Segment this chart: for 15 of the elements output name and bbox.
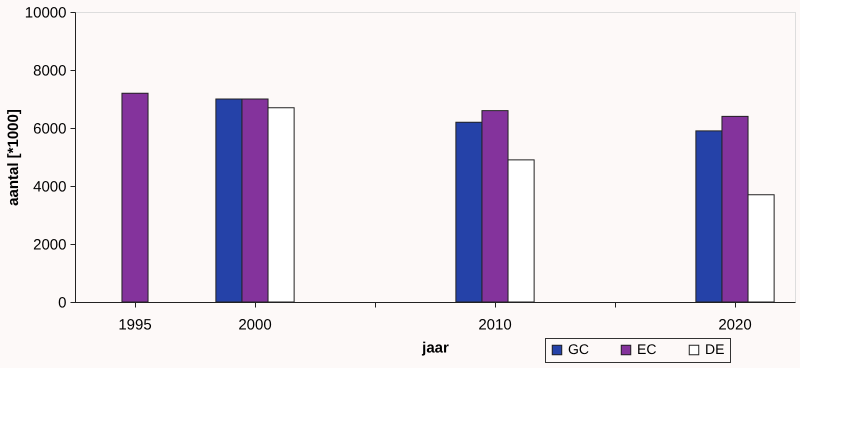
y-axis-title: aantal [*1000] xyxy=(4,109,22,206)
y-tick-label: 10000 xyxy=(24,4,66,22)
legend-label: EC xyxy=(637,341,656,357)
x-tick-label: 1995 xyxy=(118,316,152,334)
y-tick-label: 2000 xyxy=(33,236,66,254)
y-tick-label: 0 xyxy=(58,294,66,312)
x-tick-label: 2020 xyxy=(718,316,752,334)
x-tick-label: 2010 xyxy=(478,316,512,334)
legend-label: GC xyxy=(568,341,589,357)
x-axis-title: jaar xyxy=(421,340,449,356)
y-tick-label: 8000 xyxy=(33,62,66,80)
y-tick-label: 4000 xyxy=(33,178,66,196)
x-tick-label: 2000 xyxy=(238,316,272,334)
legend-label: DE xyxy=(705,341,724,357)
y-tick-label: 6000 xyxy=(33,120,66,138)
